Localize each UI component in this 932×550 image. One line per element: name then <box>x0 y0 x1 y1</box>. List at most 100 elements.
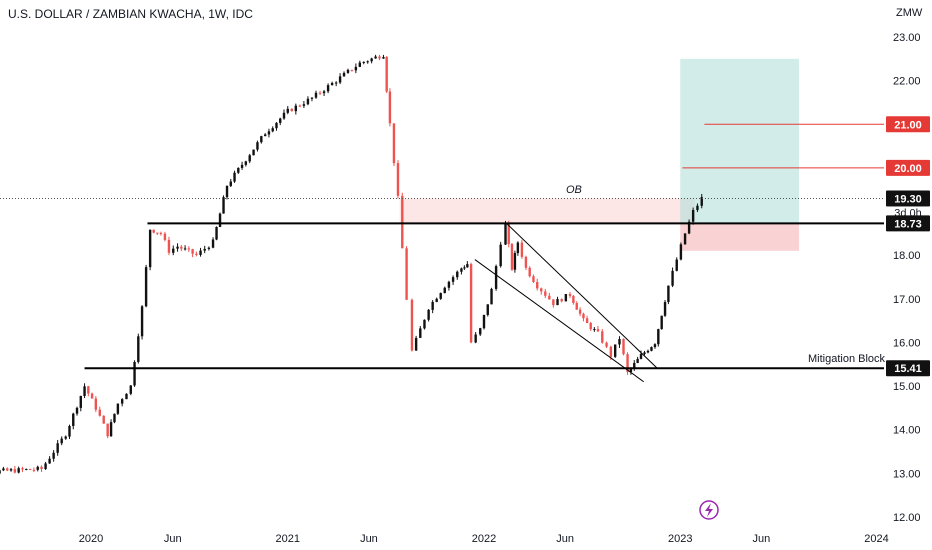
candle-body <box>609 346 613 357</box>
candle-body <box>556 299 559 306</box>
mitigation-label: Mitigation Block <box>808 353 886 365</box>
price-axis[interactable]: 12.0013.0014.0015.0016.0017.0018.0019.00… <box>886 32 930 524</box>
candle-body <box>172 248 175 253</box>
chart-title: U.S. DOLLAR / ZAMBIAN KWACHA, 1W, IDC <box>8 7 253 21</box>
candle-body <box>596 329 600 332</box>
candle-body <box>691 210 695 222</box>
candle-body <box>222 197 225 214</box>
candle-body <box>290 108 294 112</box>
candle-body <box>524 256 528 268</box>
candle-body <box>370 58 373 62</box>
y-tick-label: 15.00 <box>893 381 921 393</box>
time-axis[interactable]: 2020 Jun 2021 Jun 2022 Jun 2023 Jun 2024 <box>79 533 889 545</box>
y-tick-label: 16.00 <box>893 337 921 349</box>
candle-body <box>675 259 678 271</box>
candle-body <box>25 468 28 470</box>
candle-body <box>2 468 5 471</box>
candle-body <box>109 422 113 437</box>
candle-body <box>13 469 17 473</box>
price-tag <box>886 360 930 377</box>
candle-body <box>156 232 159 234</box>
candle-body <box>671 270 674 286</box>
candle-body <box>322 91 326 94</box>
candle-body <box>152 229 155 233</box>
candle-body <box>113 413 116 423</box>
candle-body <box>79 395 82 408</box>
channel-lower-line <box>474 259 644 383</box>
candle-body <box>568 294 572 296</box>
candle-body <box>187 248 191 250</box>
candle-body <box>176 246 179 249</box>
candle-body <box>102 415 105 424</box>
candle-body <box>75 407 79 414</box>
candle-body <box>510 244 514 270</box>
candle-body <box>646 350 650 353</box>
y-tick-label: 14.00 <box>893 425 921 437</box>
candle-body <box>499 244 502 267</box>
candle-body <box>593 329 596 331</box>
candle-body <box>601 331 604 343</box>
candle-body <box>653 344 657 348</box>
price-tag-label: 21.00 <box>894 119 922 131</box>
candle-body <box>140 306 144 337</box>
candle-body <box>396 163 400 196</box>
candle-body <box>195 253 198 255</box>
x-tick-label: 2021 <box>276 533 300 545</box>
candle-body <box>17 468 20 473</box>
candle-body <box>229 181 232 186</box>
candle-body <box>447 281 451 288</box>
candle-body <box>225 185 229 198</box>
candle-body <box>56 443 59 453</box>
candle-body <box>507 223 510 245</box>
candle-body <box>482 314 486 329</box>
candle-body <box>98 409 101 416</box>
candle-body <box>388 91 392 124</box>
x-tick-label: 2024 <box>864 533 888 545</box>
candle-body <box>0 470 1 474</box>
candle-body <box>629 368 633 372</box>
candle-body <box>392 123 396 164</box>
x-tick-label: Jun <box>556 533 574 545</box>
candle-body <box>282 112 286 119</box>
candle-body <box>167 239 171 253</box>
candle-body <box>330 82 334 86</box>
y-tick-label: 18.00 <box>893 250 921 262</box>
candle-body <box>244 161 248 165</box>
candle-body <box>144 267 148 307</box>
candle-body <box>385 57 388 92</box>
candle-body <box>626 354 629 372</box>
candle-body <box>279 118 282 123</box>
candle-body <box>679 244 683 260</box>
candle-body <box>474 334 477 343</box>
candle-body <box>44 463 47 470</box>
ob-zone <box>399 198 695 224</box>
candle-body <box>159 232 163 234</box>
candle-body <box>137 336 140 362</box>
price-tag <box>886 159 930 176</box>
candle-body <box>28 468 32 470</box>
candle-body <box>700 197 703 206</box>
candle-body <box>564 294 568 302</box>
candle-body <box>120 399 124 404</box>
candle-body <box>106 423 109 437</box>
candle-body <box>64 436 67 439</box>
candle-body <box>486 304 489 315</box>
candle-body <box>326 85 330 92</box>
candle-body <box>314 92 318 98</box>
candle-body <box>148 229 152 268</box>
candle-body <box>469 264 473 343</box>
candle-body <box>439 293 442 299</box>
candle-body <box>687 221 691 234</box>
candle-body <box>667 285 670 303</box>
candle-body <box>207 247 211 249</box>
candle-body <box>133 361 136 386</box>
candle-body <box>513 253 517 270</box>
candle-body <box>72 413 75 426</box>
candle-body <box>660 315 663 330</box>
candle-body <box>548 295 551 300</box>
candle-body <box>427 309 430 320</box>
candle-body <box>306 98 310 105</box>
lightning-icon[interactable] <box>699 500 719 520</box>
x-tick-label: Jun <box>360 533 378 545</box>
